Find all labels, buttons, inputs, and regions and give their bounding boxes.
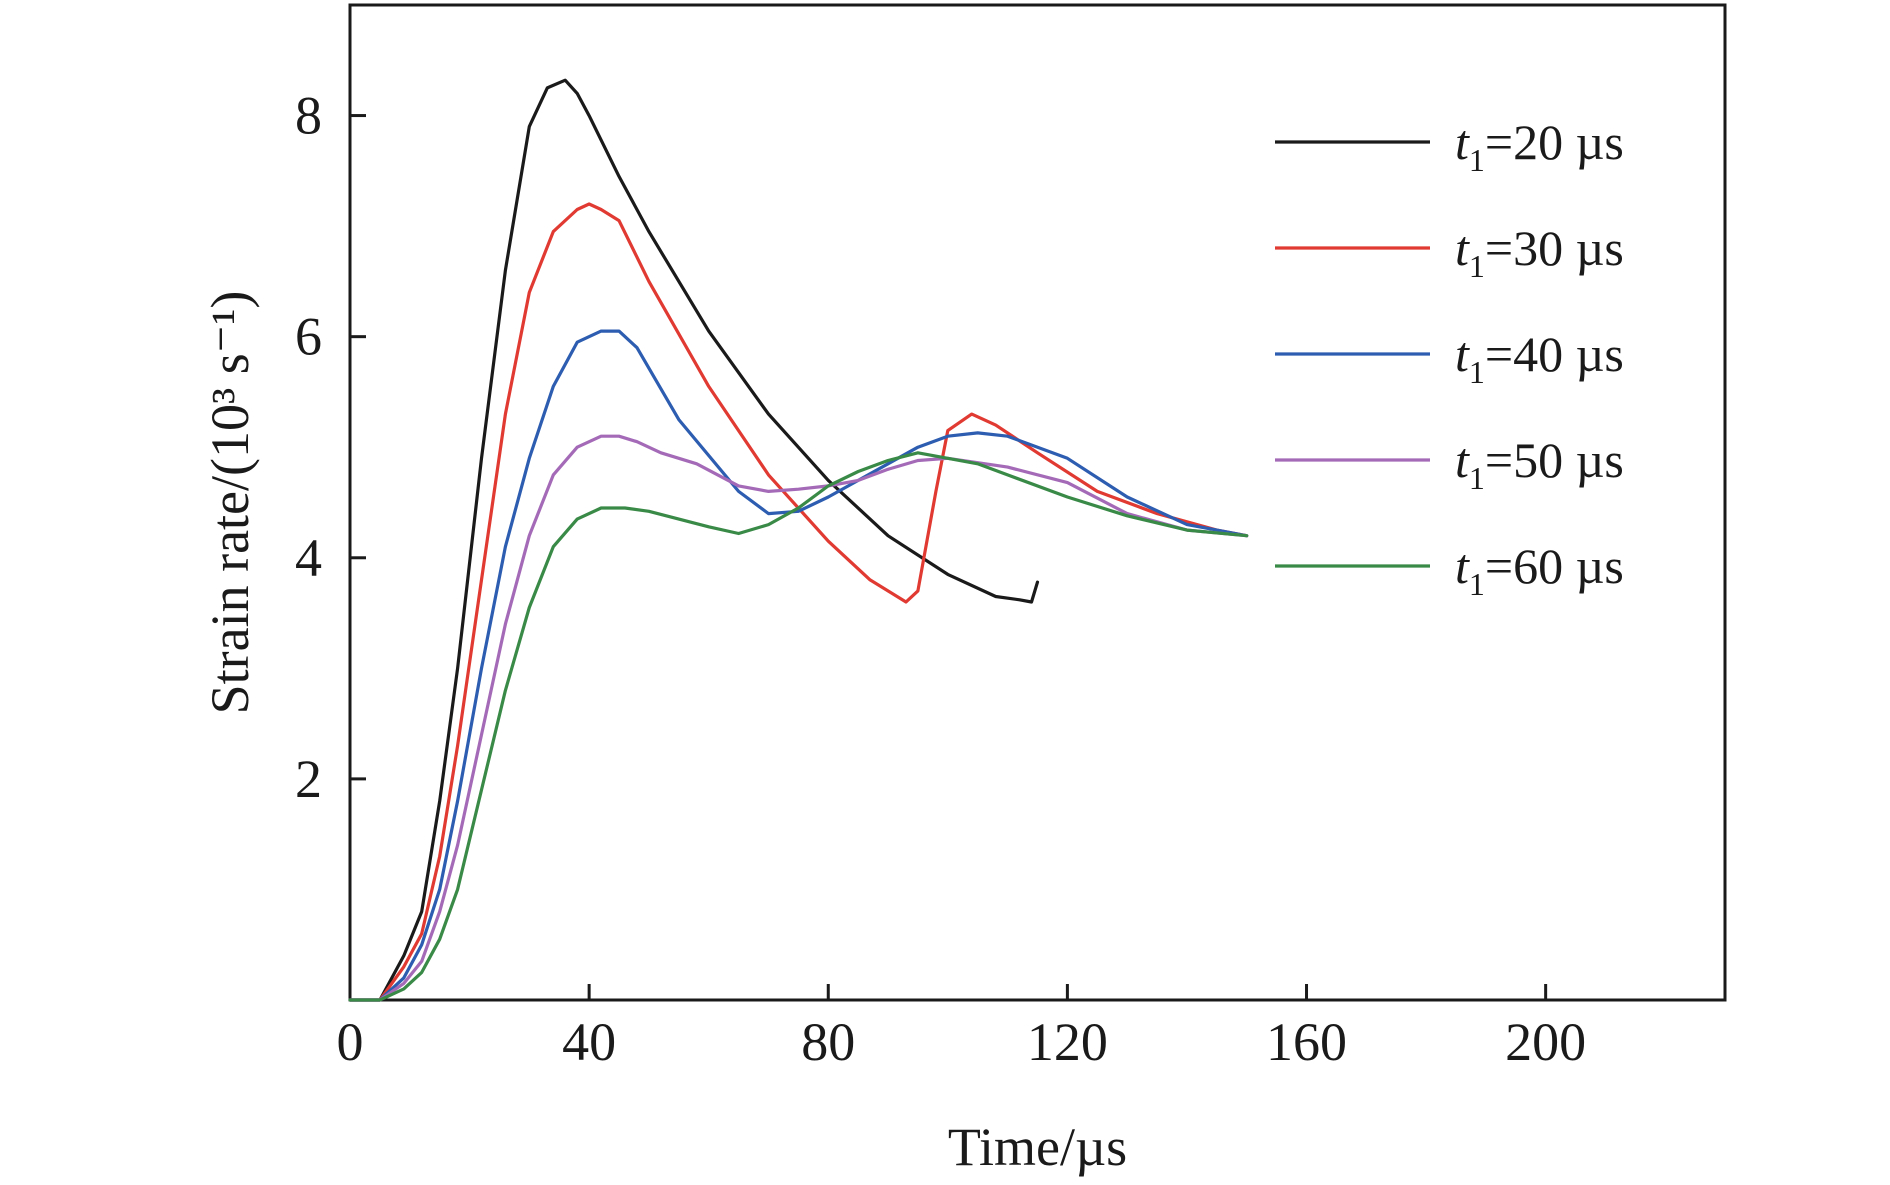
plot-frame — [348, 3, 1727, 1002]
x-tick-label: 80 — [801, 1012, 855, 1072]
x-tick-label: 40 — [562, 1012, 616, 1072]
series-line-3 — [348, 329, 1249, 1002]
legend-label-3: t1=40 µs — [1455, 326, 1624, 390]
legend-label-5: t1=60 µs — [1455, 538, 1624, 602]
y-tick-label: 6 — [295, 307, 322, 367]
legend-label-4: t1=50 µs — [1455, 432, 1624, 496]
legend: t1=20 µs t1=30 µs t1=40 µs t1=50 µs t1=60 µs — [1275, 114, 1624, 602]
axes — [348, 3, 1727, 1002]
legend-label-2: t1=30 µs — [1455, 220, 1624, 284]
x-tick-label: 200 — [1505, 1012, 1586, 1072]
series-lines — [348, 78, 1249, 1002]
y-tick-label: 2 — [295, 749, 322, 809]
x-axis-label: Time/µs — [948, 1117, 1127, 1177]
y-tick-label: 4 — [295, 528, 322, 588]
tick-labels: 0 40 80 120 160 200 2 4 6 8 — [295, 86, 1586, 1072]
y-tick-label: 8 — [295, 86, 322, 146]
legend-label-1: t1=20 µs — [1455, 114, 1624, 178]
y-axis-label: Strain rate/(10³ s⁻¹) — [200, 291, 260, 715]
x-tick-label: 120 — [1027, 1012, 1108, 1072]
x-tick-label: 160 — [1266, 1012, 1347, 1072]
series-line-2 — [348, 202, 1249, 1002]
series-line-4 — [348, 434, 1249, 1002]
series-line-5 — [348, 451, 1249, 1002]
x-tick-label: 0 — [337, 1012, 364, 1072]
series-line-1 — [348, 78, 1040, 1002]
